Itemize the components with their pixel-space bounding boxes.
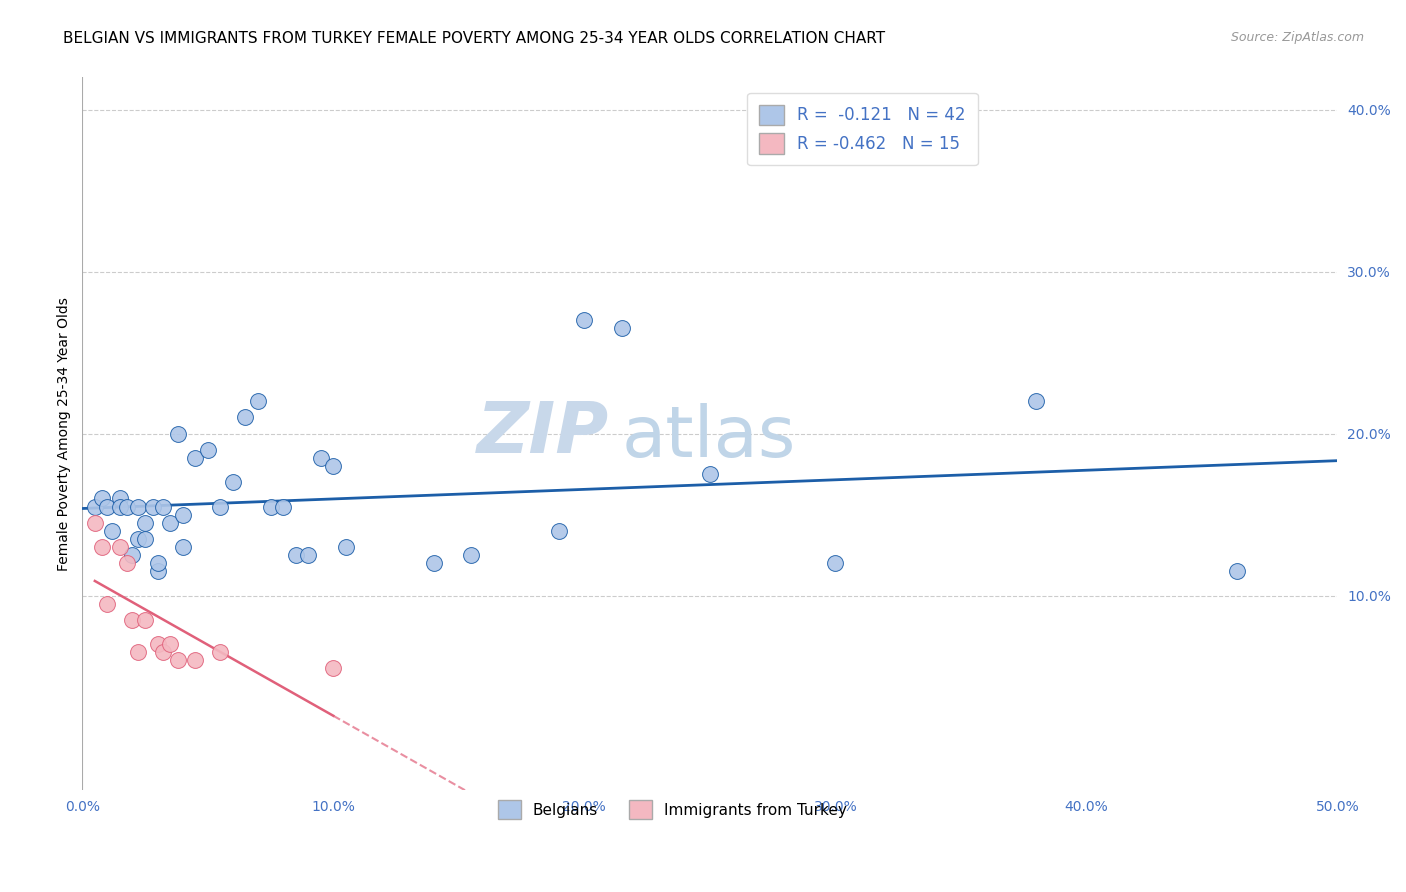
Point <box>108 540 131 554</box>
Point <box>96 597 118 611</box>
Text: Source: ZipAtlas.com: Source: ZipAtlas.com <box>1230 31 1364 45</box>
Point <box>146 637 169 651</box>
Point <box>101 524 124 538</box>
Point <box>134 516 156 530</box>
Point <box>117 556 139 570</box>
Point <box>91 491 114 506</box>
Point <box>247 394 270 409</box>
Point <box>146 564 169 578</box>
Legend: Belgians, Immigrants from Turkey: Belgians, Immigrants from Turkey <box>492 794 853 825</box>
Point <box>117 500 139 514</box>
Point <box>209 645 232 659</box>
Point <box>548 524 571 538</box>
Point <box>166 653 188 667</box>
Text: ZIP: ZIP <box>477 400 609 468</box>
Point <box>322 661 344 675</box>
Point <box>159 637 181 651</box>
Point <box>83 500 105 514</box>
Point <box>574 313 596 327</box>
Point <box>297 548 319 562</box>
Point <box>108 500 131 514</box>
Point <box>460 548 482 562</box>
Text: atlas: atlas <box>621 402 796 472</box>
Point <box>127 500 149 514</box>
Point <box>134 532 156 546</box>
Point <box>159 516 181 530</box>
Text: BELGIAN VS IMMIGRANTS FROM TURKEY FEMALE POVERTY AMONG 25-34 YEAR OLDS CORRELATI: BELGIAN VS IMMIGRANTS FROM TURKEY FEMALE… <box>63 31 886 46</box>
Point <box>209 500 232 514</box>
Point <box>121 548 143 562</box>
Point <box>172 508 194 522</box>
Point <box>184 450 207 465</box>
Point <box>1226 564 1249 578</box>
Point <box>284 548 307 562</box>
Point <box>422 556 444 570</box>
Point <box>309 450 332 465</box>
Point <box>152 645 174 659</box>
Point <box>322 458 344 473</box>
Y-axis label: Female Poverty Among 25-34 Year Olds: Female Poverty Among 25-34 Year Olds <box>58 297 72 571</box>
Point <box>824 556 846 570</box>
Point <box>96 500 118 514</box>
Point <box>91 540 114 554</box>
Point <box>172 540 194 554</box>
Point <box>146 556 169 570</box>
Point <box>335 540 357 554</box>
Point <box>152 500 174 514</box>
Point <box>127 645 149 659</box>
Point <box>184 653 207 667</box>
Point <box>108 491 131 506</box>
Point <box>1025 394 1047 409</box>
Point <box>235 410 257 425</box>
Point <box>134 613 156 627</box>
Point <box>121 613 143 627</box>
Point <box>222 475 245 490</box>
Point <box>197 442 219 457</box>
Point <box>166 426 188 441</box>
Point <box>142 500 165 514</box>
Point <box>259 500 281 514</box>
Point <box>83 516 105 530</box>
Point <box>127 532 149 546</box>
Point <box>699 467 721 482</box>
Point <box>271 500 294 514</box>
Point <box>610 321 633 335</box>
